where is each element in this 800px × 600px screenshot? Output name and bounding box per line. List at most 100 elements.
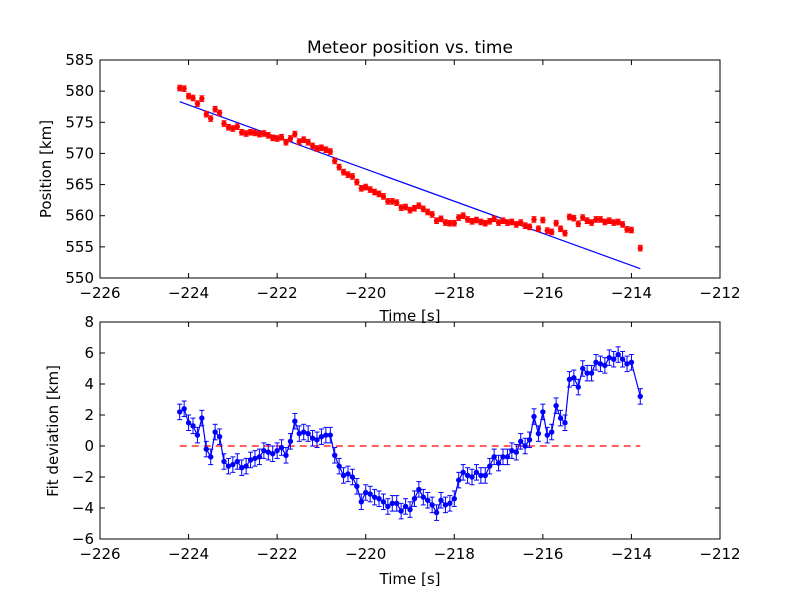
deviation-point [389,500,395,507]
deviation-point [332,452,338,458]
fit-line [179,101,641,270]
deviation-point [429,502,435,508]
deviation-point [518,438,524,445]
position-point [239,129,245,135]
position-point [314,145,320,152]
position-x-tick-label: −212 [699,284,740,302]
position-point [385,198,391,205]
deviation-point [504,454,511,460]
position-point [177,85,183,91]
deviation-x-tick-label: −222 [257,545,298,563]
position-point [345,171,351,178]
deviation-y-tick-label: 2 [84,406,94,424]
deviation-point [473,469,480,476]
deviation-plot-area [177,346,643,521]
position-point [469,218,475,225]
deviation-y-tick-label: 0 [84,437,94,455]
position-point [442,219,449,226]
position-point [504,219,511,226]
position-y-axis-label: Position [km] [37,120,55,218]
deviation-point [407,506,413,513]
deviation-point [376,496,382,502]
deviation-point [367,491,373,497]
position-point [411,205,418,211]
deviation-point [252,455,258,462]
deviation-point [526,437,533,443]
position-point [309,143,316,149]
deviation-point [469,474,475,480]
position-point [433,217,440,224]
deviation-point [495,460,502,466]
position-point [602,219,608,225]
position-y-tick-label: 565 [65,176,94,194]
deviation-point [371,494,378,500]
deviation-point [221,458,227,465]
position-point [425,209,431,215]
position-point [256,131,263,137]
position-point [389,198,395,205]
deviation-point [363,489,369,496]
position-y-tick-label: 570 [65,144,94,162]
position-point [487,218,493,225]
deviation-point [566,376,573,383]
position-y-tick-label: 580 [65,82,94,100]
position-point [402,204,409,210]
deviation-y-tick-label: 8 [84,313,94,331]
position-point [283,139,289,145]
deviation-point [314,437,320,443]
deviation-point [420,494,426,500]
deviation-point [194,432,201,438]
deviation-point [447,500,453,507]
position-point [615,219,621,225]
position-point [557,226,564,232]
position-point [522,222,528,229]
deviation-x-tick-label: −214 [611,545,652,563]
deviation-point [540,409,546,415]
deviation-point [380,499,387,505]
position-point [580,214,586,221]
deviation-point [571,375,577,381]
deviation-point [181,406,187,412]
deviation-point [416,486,422,493]
deviation-point [256,454,263,460]
position-point [194,100,201,107]
position-point [624,226,630,233]
position-point [416,203,422,209]
position-point [261,130,267,137]
position-point [509,219,515,225]
deviation-point [208,454,214,460]
deviation-point [456,477,462,483]
deviation-point [460,469,466,476]
deviation-x-axis-label: Time [s] [379,570,441,588]
deviation-point [225,463,232,469]
position-point [460,213,466,219]
deviation-x-tick-label: −212 [699,545,740,563]
position-point [447,220,453,226]
position-point [376,191,382,197]
position-point [305,139,311,145]
deviation-point [500,454,506,460]
position-point [296,138,302,145]
deviation-point [212,429,218,435]
deviation-point [433,509,440,516]
position-panel: Meteor position vs. time −226 −224 −222 −22… [37,38,741,325]
position-point [544,227,550,234]
deviation-point [553,403,559,409]
deviation-y-axis-label: Fit deviation [km] [44,365,62,497]
position-point [593,216,599,223]
position-point [221,120,227,127]
deviation-point [358,499,364,505]
position-point [628,227,635,233]
deviation-y-tick-label: 6 [84,344,94,362]
position-point [619,221,626,228]
deviation-point [190,423,196,429]
position-point [367,186,373,193]
deviation-point [425,497,431,503]
deviation-y-tick-label: −4 [72,499,94,517]
deviation-point [305,430,311,437]
deviation-point [584,370,590,376]
deviation-point [385,503,391,510]
position-point [451,220,457,226]
